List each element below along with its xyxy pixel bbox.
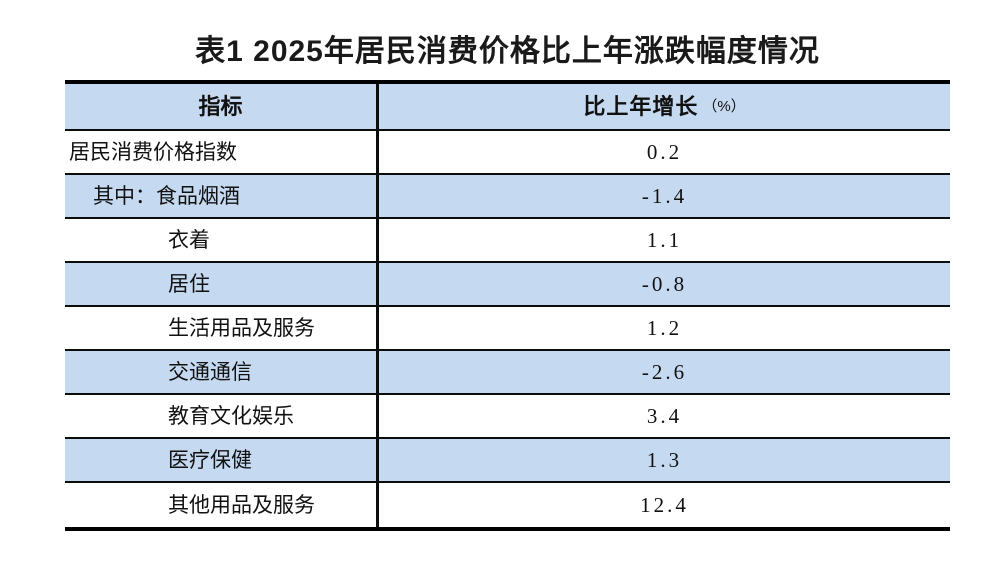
table-body: 居民消费价格指数 0.2 其中：食品烟酒 -1.4 衣着 1.1 居住 -0.8… [65, 131, 950, 527]
table-row: 教育文化娱乐 3.4 [65, 395, 950, 439]
header-growth-unit: （%） [702, 98, 746, 115]
row-label: 交通通信 [65, 351, 379, 393]
row-label: 其中：食品烟酒 [65, 175, 379, 217]
table-row: 交通通信 -2.6 [65, 351, 950, 395]
table-row: 其他用品及服务 12.4 [65, 483, 950, 527]
row-label: 其他用品及服务 [65, 483, 379, 527]
header-growth: 比上年增长 （%） [379, 84, 950, 129]
row-label: 教育文化娱乐 [65, 395, 379, 437]
table-row: 居住 -0.8 [65, 263, 950, 307]
row-label: 医疗保健 [65, 439, 379, 481]
table-row: 生活用品及服务 1.2 [65, 307, 950, 351]
row-value: -2.6 [641, 359, 688, 384]
row-value: 12.4 [640, 492, 689, 517]
table-row: 衣着 1.1 [65, 219, 950, 263]
table-row: 居民消费价格指数 0.2 [65, 131, 950, 175]
row-value: 0.2 [646, 139, 683, 164]
header-indicator: 指标 [65, 84, 379, 129]
row-label: 居住 [65, 263, 379, 305]
row-value: 1.2 [646, 315, 683, 340]
cpi-table: 指标 比上年增长 （%） 居民消费价格指数 0.2 其中：食品烟酒 -1.4 衣… [65, 80, 950, 531]
header-growth-label: 比上年增长 [583, 93, 699, 119]
row-label: 生活用品及服务 [65, 307, 379, 349]
table-row: 医疗保健 1.3 [65, 439, 950, 483]
row-value: 1.3 [646, 447, 683, 472]
row-value: -0.8 [641, 271, 688, 296]
row-value: -1.4 [641, 183, 688, 208]
row-label: 居民消费价格指数 [65, 131, 379, 173]
table-row: 其中：食品烟酒 -1.4 [65, 175, 950, 219]
row-value: 1.1 [646, 227, 683, 252]
table-header-row: 指标 比上年增长 （%） [65, 84, 950, 131]
row-label: 衣着 [65, 219, 379, 261]
page-title: 表1 2025年居民消费价格比上年涨跌幅度情况 [195, 35, 820, 68]
row-value: 3.4 [646, 403, 683, 428]
